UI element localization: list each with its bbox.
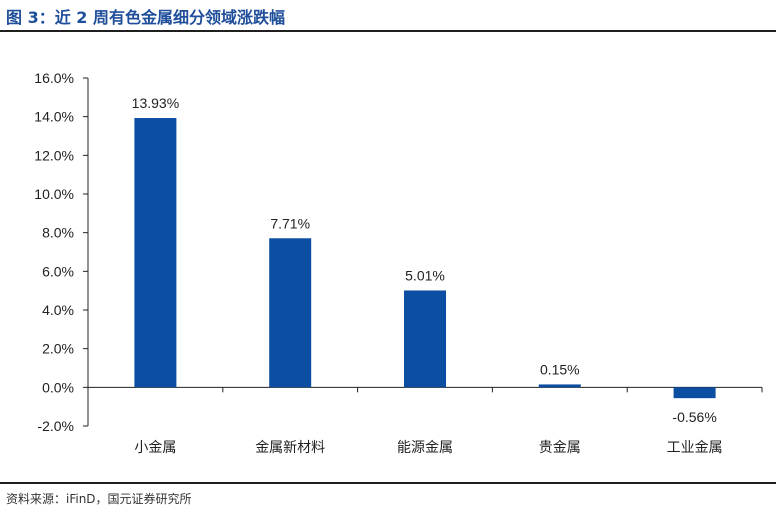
chart-bars: [134, 118, 716, 399]
chart-data-labels: 13.93% 7.71% 5.01% 0.15% -0.56%: [132, 95, 717, 425]
y-tick-label: 14.0%: [34, 109, 74, 125]
data-label: 13.93%: [132, 95, 179, 111]
figure-title: 图 3：近 2 周有色金属细分领域涨跌幅: [6, 8, 285, 27]
x-category-label: 贵金属: [539, 440, 581, 456]
data-label: 5.01%: [405, 267, 445, 283]
x-category-label: 工业金属: [667, 440, 723, 456]
y-tick-label: 8.0%: [42, 225, 74, 241]
bar: [673, 387, 716, 399]
y-tick-label: 10.0%: [34, 186, 74, 202]
top-rule: [0, 30, 776, 32]
x-category-label: 金属新材料: [255, 440, 325, 456]
x-category-label: 小金属: [134, 440, 176, 456]
y-tick-label: -2.0%: [37, 418, 74, 434]
bar: [404, 290, 446, 388]
data-label: -0.56%: [672, 409, 716, 425]
bar: [269, 238, 312, 388]
source-note: 资料来源：iFinD，国元证券研究所: [6, 492, 192, 506]
y-tick-label: 2.0%: [42, 341, 74, 357]
bar: [538, 384, 581, 388]
bar-chart: -2.0% 0.0% 2.0% 4.0% 6.0% 8.0% 10.0% 12.0% 14.0%…: [34, 70, 763, 456]
y-tick-label: 16.0%: [34, 70, 74, 86]
bar: [134, 118, 177, 388]
data-label: 0.15%: [540, 361, 580, 377]
bottom-rule: [0, 482, 776, 484]
y-tick-label: 12.0%: [34, 147, 74, 163]
x-category-label: 能源金属: [397, 440, 453, 456]
y-tick-label: 0.0%: [42, 379, 74, 395]
y-tick-label: 4.0%: [42, 302, 74, 318]
data-label: 7.71%: [270, 215, 310, 231]
chart-axes: -2.0% 0.0% 2.0% 4.0% 6.0% 8.0% 10.0% 12.0% 14.0%…: [34, 70, 763, 456]
y-tick-label: 6.0%: [42, 263, 74, 279]
